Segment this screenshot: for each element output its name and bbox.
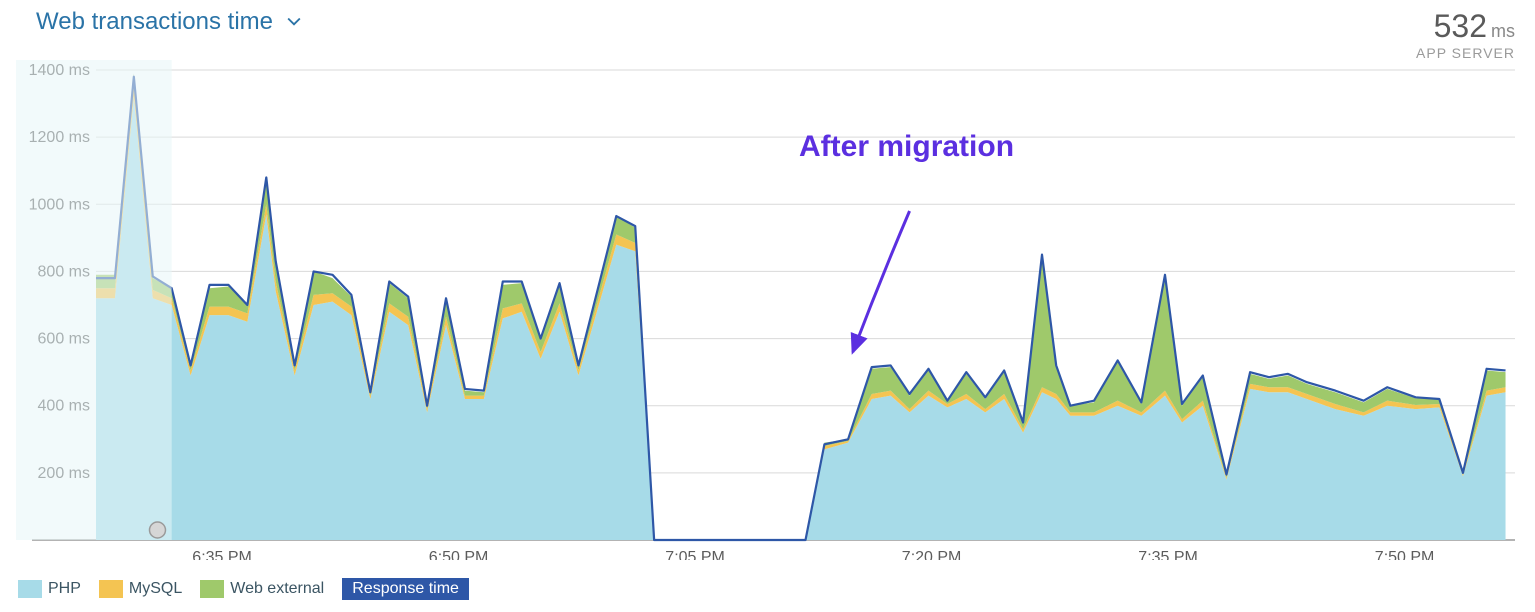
svg-text:7:05 PM: 7:05 PM [665,549,725,560]
legend-swatch [200,580,224,598]
chart-svg: 200 ms400 ms600 ms800 ms1000 ms1200 ms14… [16,50,1515,560]
chevron-down-icon [287,15,301,29]
legend-item-response_time[interactable]: Response time [342,578,469,600]
legend-swatch [18,580,42,598]
legend-item-web_external[interactable]: Web external [200,578,324,600]
legend-swatch [99,580,123,598]
svg-text:7:20 PM: 7:20 PM [902,549,962,560]
svg-text:7:35 PM: 7:35 PM [1138,549,1198,560]
kpi-value: 532 [1434,8,1487,44]
svg-text:6:35 PM: 6:35 PM [192,549,252,560]
svg-text:6:50 PM: 6:50 PM [429,549,489,560]
svg-text:7:50 PM: 7:50 PM [1375,549,1435,560]
chart-area[interactable]: 200 ms400 ms600 ms800 ms1000 ms1200 ms14… [16,50,1515,560]
chart-title-dropdown[interactable]: Web transactions time [36,8,301,36]
legend-label: Web external [230,580,324,598]
kpi-unit: ms [1491,21,1515,41]
legend: PHP MySQL Web external Response time [18,578,469,600]
legend-label: PHP [48,580,81,598]
legend-swatch: Response time [342,578,469,600]
legend-item-mysql[interactable]: MySQL [99,578,182,600]
legend-label: MySQL [129,580,182,598]
legend-item-php[interactable]: PHP [18,578,81,600]
chart-title: Web transactions time [36,8,273,36]
